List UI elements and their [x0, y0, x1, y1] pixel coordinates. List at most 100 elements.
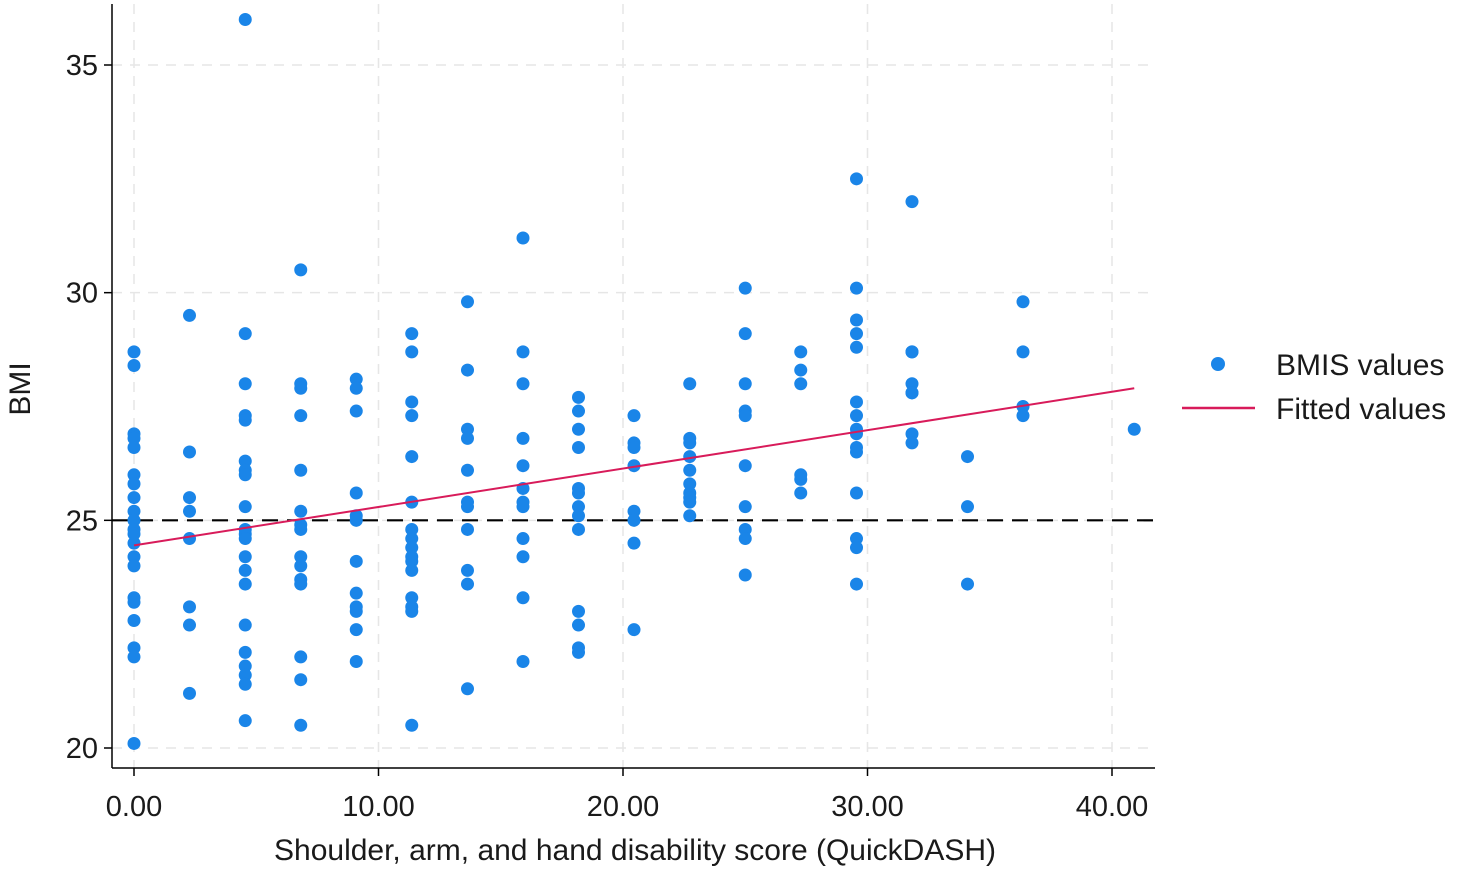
scatter-point — [349, 486, 363, 500]
x-tick-label: 20.00 — [587, 791, 660, 823]
scatter-point — [738, 409, 752, 423]
scatter-point — [238, 500, 252, 514]
y-tick-label: 30 — [66, 278, 98, 310]
scatter-point — [127, 550, 141, 564]
scatter-point — [516, 591, 530, 605]
scatter-point — [683, 509, 697, 523]
scatter-point — [627, 440, 641, 454]
scatter-point — [238, 468, 252, 482]
scatter-point — [294, 577, 308, 591]
scatter-point — [127, 527, 141, 541]
scatter-point — [738, 377, 752, 391]
scatter-point — [961, 577, 975, 591]
scatter-point — [794, 377, 808, 391]
scatter-point — [738, 568, 752, 582]
scatter-point — [683, 377, 697, 391]
scatter-point — [460, 463, 474, 477]
scatter-point — [238, 714, 252, 728]
scatter-point — [127, 359, 141, 373]
scatter-point — [1016, 345, 1030, 359]
scatter-point — [460, 577, 474, 591]
scatter-point — [572, 390, 586, 404]
scatter-point — [460, 563, 474, 577]
scatter-point — [572, 522, 586, 536]
scatter-point — [849, 577, 863, 591]
scatter-point — [849, 395, 863, 409]
scatter-point — [1127, 422, 1141, 436]
scatter-point — [627, 513, 641, 527]
scatter-point — [238, 563, 252, 577]
scatter-point — [738, 532, 752, 546]
scatter-point — [294, 381, 308, 395]
scatter-point — [905, 427, 919, 441]
scatter-point — [405, 395, 419, 409]
scatter-point — [183, 686, 197, 700]
y-tick-label: 35 — [66, 50, 98, 82]
legend-label-line: Fitted values — [1276, 393, 1446, 426]
scatter-point — [183, 600, 197, 614]
scatter-point — [572, 509, 586, 523]
scatter-point — [349, 623, 363, 637]
fitted-line — [133, 387, 1135, 547]
scatter-point — [127, 614, 141, 628]
scatter-point — [349, 513, 363, 527]
scatter-point — [683, 477, 697, 491]
scatter-point — [572, 486, 586, 500]
scatter-point — [849, 340, 863, 354]
x-tick-label: 30.00 — [831, 791, 904, 823]
scatter-point — [849, 541, 863, 555]
scatter-point — [460, 500, 474, 514]
scatter-point — [738, 327, 752, 341]
scatter-point — [516, 345, 530, 359]
scatter-point — [405, 541, 419, 555]
scatter-point — [349, 654, 363, 668]
scatter-point — [405, 522, 419, 536]
scatter-point — [905, 345, 919, 359]
scatter-point — [683, 436, 697, 450]
scatter-point — [460, 431, 474, 445]
grid-lines — [112, 4, 1155, 768]
scatter-point — [349, 404, 363, 418]
scatter-point — [627, 459, 641, 473]
scatter-point — [683, 495, 697, 509]
scatter-point — [238, 327, 252, 341]
scatter-point — [460, 522, 474, 536]
scatter-point — [238, 413, 252, 427]
scatter-point — [183, 308, 197, 322]
scatter-point — [572, 440, 586, 454]
scatter-point — [127, 468, 141, 482]
scatter-point — [183, 504, 197, 518]
scatter-point — [794, 472, 808, 486]
scatter-point — [405, 604, 419, 618]
scatter-point — [405, 327, 419, 341]
scatter-point — [1016, 409, 1030, 423]
scatter-point — [516, 459, 530, 473]
scatter-point — [460, 682, 474, 696]
scatter-point — [849, 427, 863, 441]
scatter-point — [405, 450, 419, 464]
scatter-point — [238, 12, 252, 26]
scatter-point — [127, 477, 141, 491]
scatter-point — [238, 577, 252, 591]
scatter-point — [460, 363, 474, 377]
scatter-point — [127, 650, 141, 664]
scatter-point — [127, 736, 141, 750]
scatter-point — [238, 659, 252, 673]
scatter-point — [572, 422, 586, 436]
scatter-point — [460, 422, 474, 436]
scatter-point — [627, 504, 641, 518]
scatter-point — [572, 404, 586, 418]
scatter-point — [127, 559, 141, 573]
scatter-point — [127, 504, 141, 518]
scatter-point — [405, 718, 419, 732]
scatter-point — [516, 377, 530, 391]
scatter-point — [405, 532, 419, 546]
scatter-point — [516, 231, 530, 245]
scatter-point — [183, 445, 197, 459]
legend-marker-points — [1211, 357, 1225, 371]
scatter-point — [349, 381, 363, 395]
scatter-point — [238, 377, 252, 391]
scatter-point — [238, 550, 252, 564]
scatter-point — [572, 645, 586, 659]
scatter-point — [127, 641, 141, 655]
